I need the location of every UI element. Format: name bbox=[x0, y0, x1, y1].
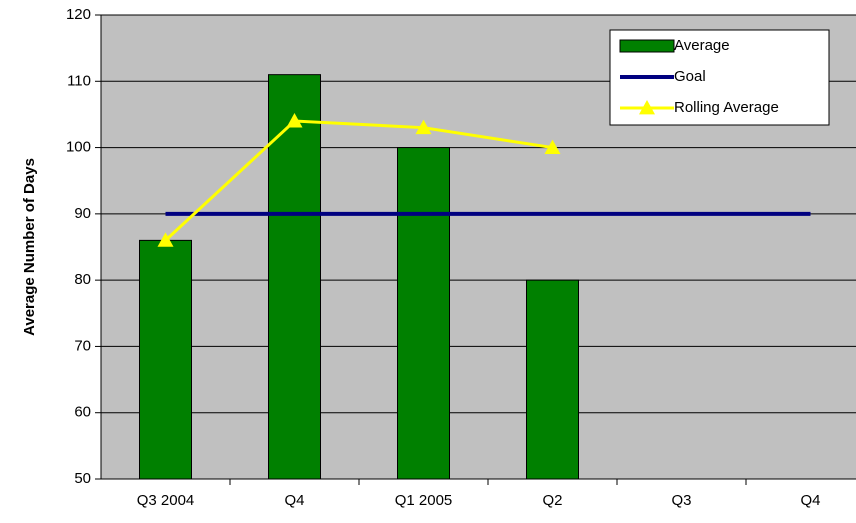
y-tick-label: 70 bbox=[74, 337, 91, 354]
legend-marker bbox=[639, 100, 655, 115]
legend-label: Goal bbox=[674, 68, 706, 85]
marker bbox=[286, 113, 303, 128]
x-tick-label: Q1 2005 bbox=[395, 492, 453, 509]
x-tick-label: Q4 bbox=[800, 492, 820, 509]
y-tick-label: 80 bbox=[74, 271, 91, 288]
legend-label: Rolling Average bbox=[674, 99, 779, 116]
bar bbox=[397, 147, 450, 480]
x-tick-label: Q3 bbox=[671, 492, 691, 509]
marker bbox=[415, 119, 432, 135]
marker bbox=[157, 232, 174, 247]
y-tick-label: 90 bbox=[74, 205, 91, 222]
bar bbox=[526, 279, 579, 480]
legend-label: Average bbox=[674, 37, 730, 54]
y-tick-label: 100 bbox=[66, 139, 91, 156]
y-axis-title: Average Number of Days bbox=[21, 158, 38, 336]
x-tick-label: Q4 bbox=[284, 492, 304, 509]
line bbox=[164, 119, 553, 242]
bar bbox=[268, 74, 321, 480]
y-tick-label: 60 bbox=[74, 404, 91, 421]
x-tick-label: Q2 bbox=[542, 492, 562, 509]
marker bbox=[544, 139, 561, 154]
y-tick-label: 120 bbox=[66, 6, 91, 23]
y-tick-label: 110 bbox=[67, 72, 91, 89]
x-tick-label: Q3 2004 bbox=[137, 492, 195, 509]
y-tick-label: 50 bbox=[74, 470, 91, 487]
legend-swatch bbox=[619, 39, 675, 53]
bar bbox=[139, 239, 192, 480]
